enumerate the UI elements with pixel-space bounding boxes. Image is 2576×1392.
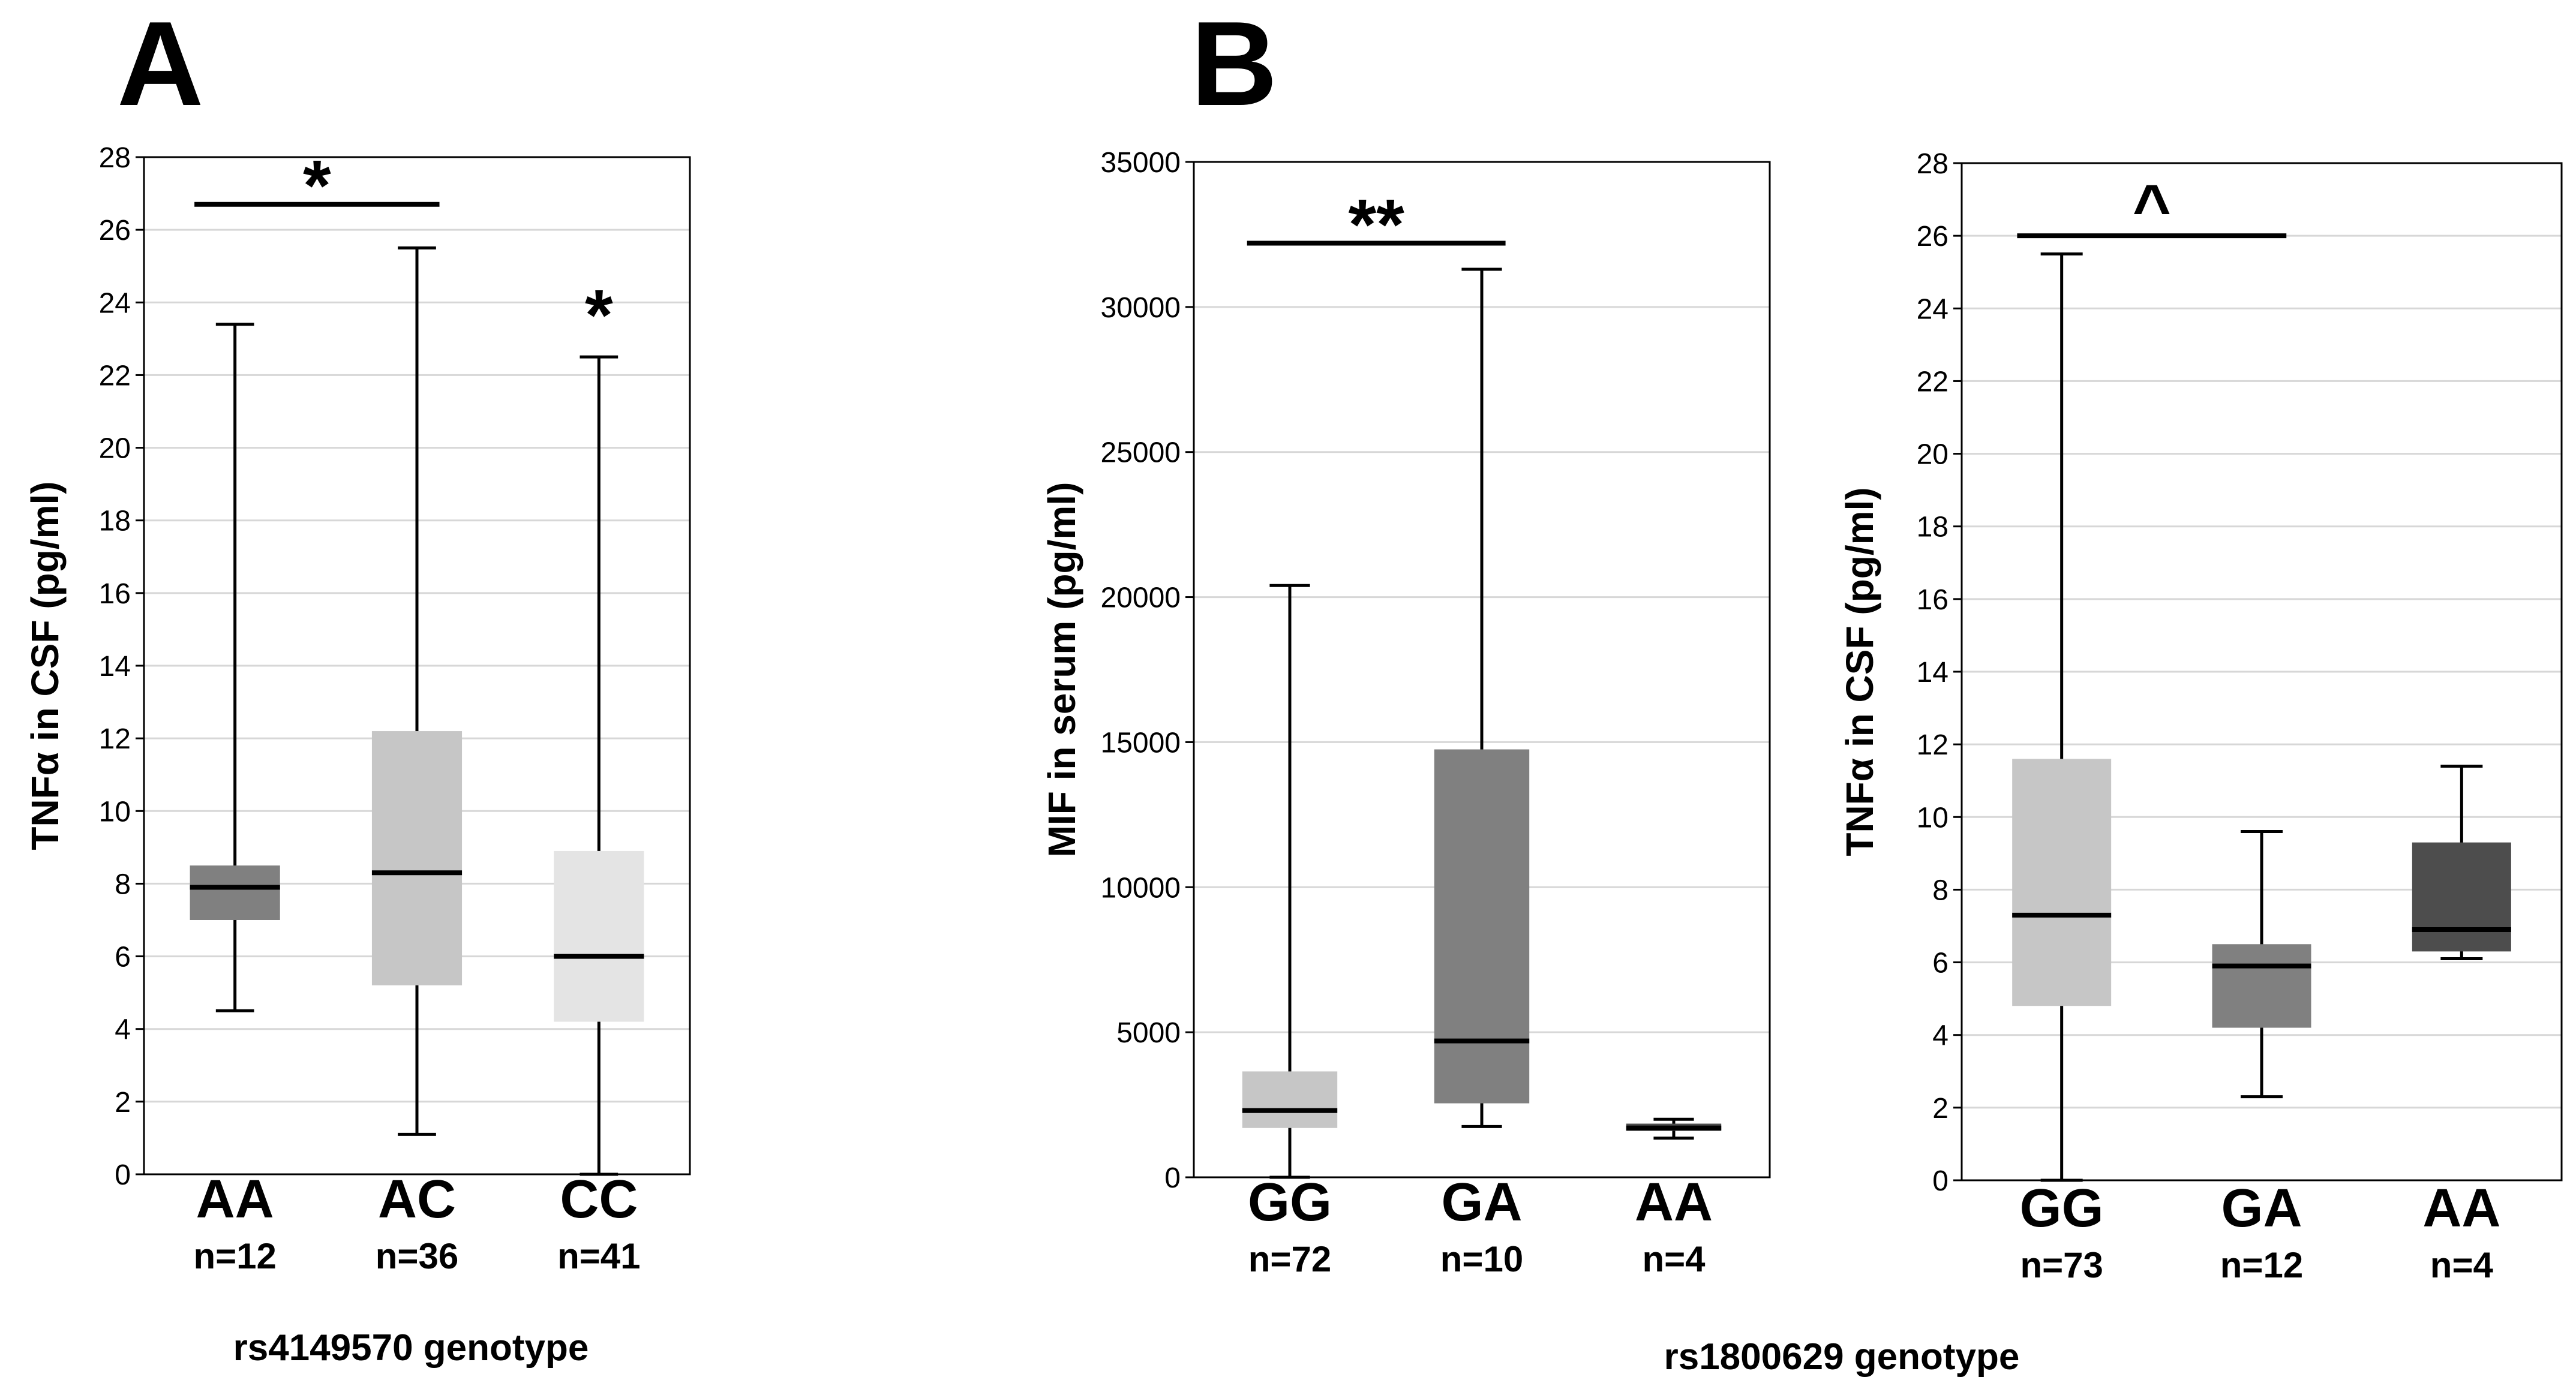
category-label: GG bbox=[1248, 1172, 1332, 1232]
category-label: GA bbox=[2221, 1178, 2302, 1238]
y-tick-label: 6 bbox=[115, 942, 131, 973]
y-axis-label: TNFα in CSF (pg/ml) bbox=[23, 481, 67, 850]
box-aa bbox=[2412, 842, 2511, 952]
y-tick-label: 12 bbox=[1917, 729, 1948, 761]
box-ga bbox=[2212, 944, 2311, 1028]
category-label: GA bbox=[1442, 1172, 1523, 1232]
box-aa bbox=[190, 865, 280, 920]
y-tick-label: 18 bbox=[1917, 512, 1948, 543]
n-label: n=4 bbox=[1642, 1239, 1706, 1279]
y-tick-label: 4 bbox=[1932, 1020, 1948, 1052]
y-tick-label: 20 bbox=[99, 433, 131, 465]
y-tick-label: 16 bbox=[99, 578, 131, 610]
box-cc bbox=[554, 850, 644, 1022]
y-tick-label: 14 bbox=[99, 651, 131, 683]
n-label: n=72 bbox=[1248, 1239, 1331, 1279]
y-tick-label: 0 bbox=[1164, 1162, 1181, 1194]
y-tick-label: 22 bbox=[1917, 366, 1948, 398]
y-tick-label: 2 bbox=[115, 1087, 131, 1119]
category-label: AC bbox=[378, 1169, 456, 1229]
y-axis-label: TNFα in CSF (pg/ml) bbox=[1838, 487, 1881, 856]
annotation-mask bbox=[1340, 183, 1413, 243]
panel-label-b: B bbox=[1191, 0, 1277, 131]
x-axis-label-b: rs1800629 genotype bbox=[1664, 1336, 2020, 1378]
plot-frame bbox=[1960, 162, 2563, 1181]
y-tick-label: 26 bbox=[1917, 221, 1948, 252]
y-tick-label: 25000 bbox=[1101, 437, 1181, 469]
n-label: n=36 bbox=[376, 1236, 458, 1276]
plot-frame bbox=[143, 156, 691, 1175]
y-tick-label: 28 bbox=[99, 142, 131, 174]
box-ac bbox=[371, 731, 463, 986]
y-tick-label: 0 bbox=[115, 1159, 131, 1191]
category-label: CC bbox=[560, 1169, 638, 1229]
annotation-mask bbox=[2115, 176, 2188, 236]
y-tick-label: 26 bbox=[99, 215, 131, 246]
significance-mark: * bbox=[303, 146, 331, 226]
box-ga bbox=[1434, 749, 1530, 1104]
y-tick-label: 24 bbox=[99, 287, 131, 319]
y-tick-label: 24 bbox=[1917, 293, 1948, 325]
annotation-mask bbox=[281, 144, 353, 205]
y-tick-label: 2 bbox=[1932, 1093, 1948, 1125]
y-tick-label: 35000 bbox=[1101, 147, 1181, 179]
category-label: GG bbox=[2020, 1178, 2104, 1238]
y-tick-label: 10 bbox=[1917, 802, 1948, 834]
category-label: AA bbox=[196, 1169, 274, 1229]
x-axis-label-a: rs4149570 genotype bbox=[233, 1327, 589, 1369]
chart-b-tnf-csf: 0246810121416182022242628GGn=73GAn=12AAn… bbox=[1838, 148, 2563, 1285]
y-tick-label: 10 bbox=[99, 796, 131, 828]
y-tick-label: 10000 bbox=[1101, 872, 1181, 904]
n-label: n=10 bbox=[1440, 1239, 1523, 1279]
y-tick-label: 18 bbox=[99, 506, 131, 537]
box-gg bbox=[1242, 1071, 1338, 1128]
y-tick-label: 6 bbox=[1932, 948, 1948, 979]
y-tick-label: 22 bbox=[99, 360, 131, 392]
y-tick-label: 20000 bbox=[1101, 582, 1181, 614]
n-label: n=4 bbox=[2430, 1245, 2494, 1285]
y-tick-label: 12 bbox=[99, 723, 131, 755]
y-tick-label: 8 bbox=[115, 868, 131, 900]
plot-frame bbox=[1193, 161, 1771, 1178]
significance-mark: * bbox=[585, 275, 613, 356]
n-label: n=12 bbox=[193, 1236, 276, 1276]
panel-label-a: A bbox=[117, 0, 203, 131]
n-label: n=73 bbox=[2020, 1245, 2103, 1285]
chart-b-mif-serum: 0 5000 10000 15000 20000 25000 30000 35000 GG n=7… bbox=[1040, 147, 1771, 1279]
y-tick-label: 15000 bbox=[1101, 727, 1181, 759]
significance-mark: ^ bbox=[2133, 172, 2171, 245]
y-tick-label: 0 bbox=[1932, 1165, 1948, 1197]
box-gg bbox=[2012, 759, 2112, 1006]
category-label: AA bbox=[1635, 1172, 1713, 1232]
y-tick-label: 16 bbox=[1917, 584, 1948, 616]
n-label: n=12 bbox=[2220, 1245, 2303, 1285]
y-axis-label: MIF in serum (pg/ml) bbox=[1040, 482, 1083, 858]
y-tick-label: 5000 bbox=[1116, 1017, 1181, 1049]
n-label: n=41 bbox=[557, 1236, 640, 1276]
y-tick-label: 20 bbox=[1917, 439, 1948, 471]
y-tick-label: 4 bbox=[115, 1014, 131, 1046]
chart-a-tnf-rs4149570: 0246810121416182022242628AAn=12ACn=36CCn… bbox=[23, 142, 691, 1276]
y-tick-label: 28 bbox=[1917, 148, 1948, 180]
category-label: AA bbox=[2422, 1178, 2500, 1238]
y-tick-label: 14 bbox=[1917, 657, 1948, 689]
significance-mark: ** bbox=[1348, 184, 1404, 264]
y-tick-label: 8 bbox=[1932, 874, 1948, 906]
y-tick-label: 30000 bbox=[1101, 292, 1181, 324]
